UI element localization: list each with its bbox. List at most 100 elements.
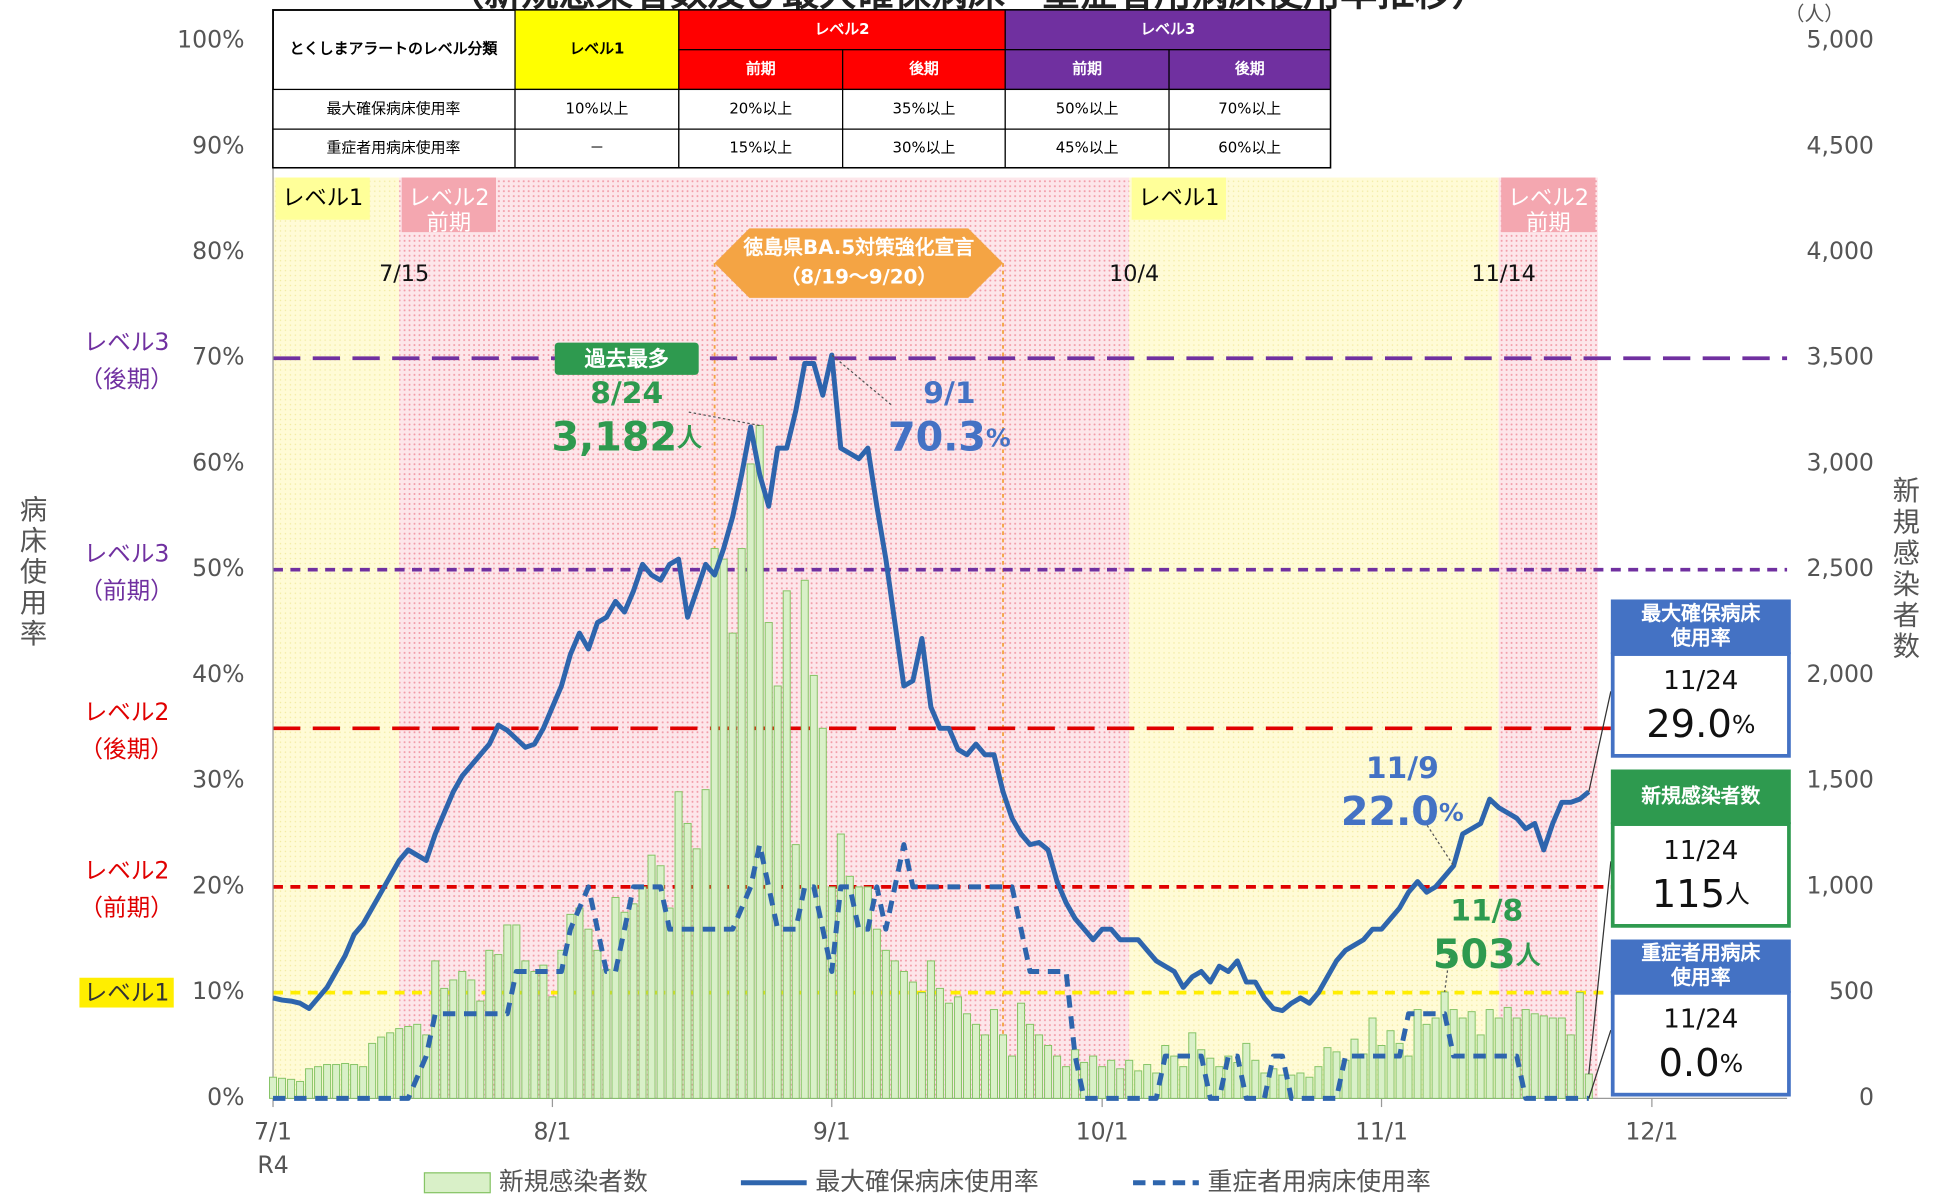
- y2-axis-title: 規: [1893, 507, 1920, 538]
- annotation-leader: [1426, 825, 1455, 867]
- bar: [620, 911, 629, 1099]
- annotation-value: 70.3%: [888, 414, 1011, 460]
- table-sub-cell: [842, 49, 1006, 91]
- callout-value: 115人: [1652, 872, 1750, 917]
- table-row-label: 重症者用病床使用率: [326, 138, 460, 156]
- bar: [1350, 1038, 1359, 1099]
- bar: [683, 822, 692, 1099]
- declaration-text: 徳島県BA.5対策強化宣言: [742, 236, 974, 259]
- bar: [719, 558, 728, 1099]
- bar: [1170, 1055, 1179, 1099]
- bar: [1134, 1070, 1143, 1099]
- callout-title: 使用率: [1670, 966, 1731, 989]
- bar: [1269, 1068, 1278, 1099]
- table-cell-text: 35%以上: [893, 99, 956, 117]
- bar: [1440, 991, 1449, 1099]
- bar: [593, 949, 602, 1099]
- bar: [1575, 992, 1584, 1099]
- bar: [791, 844, 800, 1099]
- x-tick-label: 12/1: [1625, 1118, 1678, 1146]
- annotation-value-unit: %: [986, 423, 1011, 452]
- threshold-label: （前期）: [79, 577, 173, 605]
- bar: [485, 949, 494, 1099]
- y2-tick-label: 3,000: [1806, 448, 1873, 476]
- y2-tick-label: 4,500: [1806, 131, 1873, 159]
- bar: [1485, 1009, 1494, 1099]
- bar: [638, 886, 647, 1099]
- bar: [1530, 1013, 1539, 1099]
- bar: [557, 949, 566, 1099]
- bar: [1305, 1076, 1314, 1099]
- y2-tick-label: 500: [1829, 977, 1874, 1005]
- bar: [899, 970, 908, 1099]
- bar: [440, 987, 449, 1099]
- bar: [1359, 1053, 1368, 1099]
- bar: [1188, 1032, 1197, 1099]
- table-cell: [842, 128, 1006, 169]
- bar: [395, 1028, 404, 1099]
- y-tick-label: 20%: [192, 871, 244, 899]
- y-tick-label: 50%: [192, 554, 244, 582]
- phase-label: レベル2: [408, 185, 489, 211]
- bar: [1161, 1045, 1170, 1099]
- bar: [341, 1062, 350, 1099]
- bar: [1179, 1066, 1188, 1099]
- table-sub-cell: [1168, 49, 1331, 91]
- annotation-leader: [688, 411, 760, 427]
- annotation-date: 8/24: [590, 376, 663, 411]
- table-sub: 前期: [746, 60, 776, 78]
- threshold-label: レベル2: [84, 857, 170, 885]
- bar: [566, 913, 575, 1099]
- y2-tick-label: 0: [1859, 1083, 1874, 1111]
- bar: [1233, 1061, 1242, 1099]
- threshold-label: （後期）: [79, 735, 173, 763]
- bar: [611, 896, 620, 1099]
- y-tick-label: 60%: [192, 448, 244, 476]
- threshold-label: レベル3: [84, 328, 170, 356]
- table-cell: [678, 88, 844, 130]
- threshold-label: （前期）: [79, 894, 173, 922]
- bar: [1386, 1030, 1395, 1099]
- bar: [1071, 1049, 1080, 1099]
- bar: [1017, 1002, 1026, 1099]
- y2-unit: （人）: [1785, 2, 1845, 25]
- table-cell-text: 60%以上: [1218, 138, 1281, 156]
- bar: [1539, 1015, 1548, 1099]
- y-tick-label: 80%: [192, 237, 244, 265]
- bar: [1431, 1017, 1440, 1099]
- bar: [548, 996, 557, 1099]
- y2-tick-label: 2,000: [1806, 660, 1873, 688]
- callout-leader: [1588, 861, 1612, 1075]
- y2-axis-title: 者: [1893, 600, 1920, 631]
- annotation-date: 11/9: [1366, 751, 1439, 786]
- table-cell: [514, 128, 680, 169]
- y2-tick-label: 4,000: [1806, 237, 1873, 265]
- bar: [1224, 1055, 1233, 1099]
- bar: [1062, 1066, 1071, 1099]
- bar: [494, 954, 503, 1099]
- bar: [665, 907, 674, 1099]
- bar: [1143, 1064, 1152, 1099]
- bar: [386, 1032, 395, 1099]
- y-axis-title: 率: [20, 619, 47, 650]
- bar: [1476, 1034, 1485, 1099]
- phase-band: [1498, 177, 1598, 1099]
- series-line: [273, 842, 1589, 1101]
- bar: [827, 886, 836, 1099]
- annotation-value-number: 22.0: [1341, 789, 1439, 835]
- bar: [413, 1023, 422, 1099]
- bar: [1584, 1073, 1593, 1099]
- bar: [431, 960, 440, 1099]
- bar: [692, 848, 701, 1099]
- bar: [782, 590, 791, 1099]
- bar: [332, 1064, 341, 1099]
- callout-leader: [1588, 691, 1612, 792]
- callout-title: 新規感染者数: [1641, 784, 1760, 807]
- annotation-tag-box: [554, 342, 699, 375]
- x-tick-label: 9/1: [813, 1118, 851, 1146]
- table-level: レベル3: [1140, 20, 1195, 38]
- phase-label-box: [401, 177, 496, 233]
- bar: [944, 1002, 953, 1099]
- legend-swatch: [423, 1172, 491, 1194]
- callout-value-unit: 人: [1725, 880, 1750, 909]
